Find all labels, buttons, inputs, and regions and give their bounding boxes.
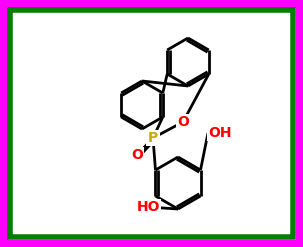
Text: O: O [177, 115, 189, 129]
Text: O: O [131, 148, 143, 162]
Text: OH: OH [208, 126, 231, 140]
Text: P: P [148, 131, 158, 145]
Text: HO: HO [136, 200, 160, 214]
